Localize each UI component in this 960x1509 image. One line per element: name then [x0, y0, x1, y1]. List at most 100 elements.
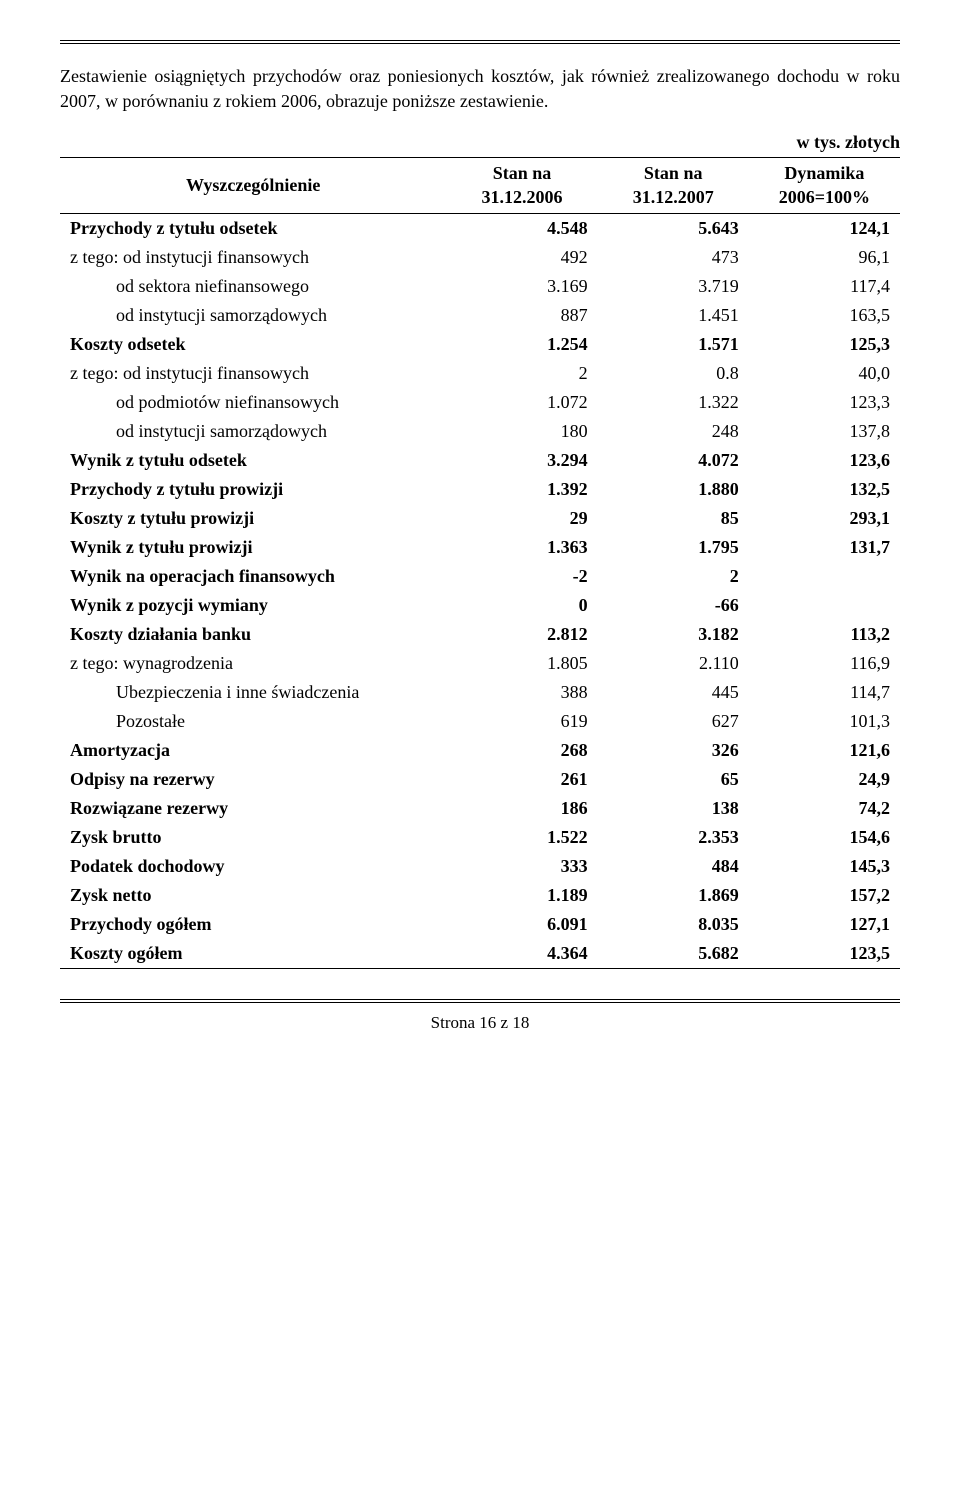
- header-stan-2006-line2: 31.12.2006: [482, 187, 563, 207]
- row-dynamika: 114,7: [749, 678, 900, 707]
- row-value-2006: 1.363: [446, 533, 597, 562]
- row-value-2007: 1.322: [598, 388, 749, 417]
- row-value-2007: 1.880: [598, 475, 749, 504]
- row-label: Amortyzacja: [60, 736, 446, 765]
- row-value-2006: 492: [446, 243, 597, 272]
- row-value-2006: 180: [446, 417, 597, 446]
- row-label: Przychody z tytułu odsetek: [60, 214, 446, 244]
- row-value-2006: 0: [446, 591, 597, 620]
- row-value-2006: 1.522: [446, 823, 597, 852]
- table-row: Koszty odsetek1.2541.571125,3: [60, 330, 900, 359]
- row-value-2006: 1.189: [446, 881, 597, 910]
- row-dynamika: 74,2: [749, 794, 900, 823]
- row-value-2006: 1.392: [446, 475, 597, 504]
- row-dynamika: 123,3: [749, 388, 900, 417]
- row-value-2007: 138: [598, 794, 749, 823]
- row-value-2007: 2.353: [598, 823, 749, 852]
- row-value-2006: 4.548: [446, 214, 597, 244]
- row-value-2007: 2.110: [598, 649, 749, 678]
- table-header-row: Wyszczególnienie Stan na 31.12.2006 Stan…: [60, 158, 900, 214]
- row-value-2007: 1.571: [598, 330, 749, 359]
- row-label: Zysk netto: [60, 881, 446, 910]
- table-row: Przychody ogółem6.0918.035127,1: [60, 910, 900, 939]
- row-label: Odpisy na rezerwy: [60, 765, 446, 794]
- header-stan-2007-line2: 31.12.2007: [633, 187, 714, 207]
- row-value-2006: 619: [446, 707, 597, 736]
- table-row: Zysk netto1.1891.869157,2: [60, 881, 900, 910]
- row-value-2007: 484: [598, 852, 749, 881]
- table-row: Amortyzacja268326121,6: [60, 736, 900, 765]
- row-dynamika: 127,1: [749, 910, 900, 939]
- page-footer: Strona 16 z 18: [60, 1013, 900, 1033]
- intro-paragraph: Zestawienie osiągniętych przychodów oraz…: [60, 64, 900, 114]
- row-label: Wynik z pozycji wymiany: [60, 591, 446, 620]
- row-value-2007: 3.719: [598, 272, 749, 301]
- row-value-2007: 326: [598, 736, 749, 765]
- row-value-2006: 3.169: [446, 272, 597, 301]
- header-wyszczegolnienie: Wyszczególnienie: [60, 158, 446, 214]
- row-value-2006: 29: [446, 504, 597, 533]
- table-row: Koszty ogółem4.3645.682123,5: [60, 939, 900, 969]
- row-value-2007: 0.8: [598, 359, 749, 388]
- row-value-2007: 1.451: [598, 301, 749, 330]
- row-dynamika: 131,7: [749, 533, 900, 562]
- table-row: Rozwiązane rezerwy18613874,2: [60, 794, 900, 823]
- row-dynamika: 123,5: [749, 939, 900, 969]
- row-value-2007: 1.795: [598, 533, 749, 562]
- table-row: od sektora niefinansowego3.1693.719117,4: [60, 272, 900, 301]
- row-label: od instytucji samorządowych: [60, 301, 446, 330]
- row-dynamika: 125,3: [749, 330, 900, 359]
- row-value-2006: 1.805: [446, 649, 597, 678]
- row-value-2006: 268: [446, 736, 597, 765]
- row-dynamika: 123,6: [749, 446, 900, 475]
- row-label: z tego: wynagrodzenia: [60, 649, 446, 678]
- row-label: od instytucji samorządowych: [60, 417, 446, 446]
- table-row: Wynik z pozycji wymiany0-66: [60, 591, 900, 620]
- header-stan-2006-line1: Stan na: [493, 163, 552, 183]
- row-dynamika: 124,1: [749, 214, 900, 244]
- table-row: Ubezpieczenia i inne świadczenia38844511…: [60, 678, 900, 707]
- header-dynamika-line2: 2006=100%: [779, 187, 870, 207]
- row-label: Pozostałe: [60, 707, 446, 736]
- table-row: Wynik na operacjach finansowych-22: [60, 562, 900, 591]
- row-label: Przychody ogółem: [60, 910, 446, 939]
- row-dynamika: 101,3: [749, 707, 900, 736]
- table-row: z tego: od instytucji finansowych4924739…: [60, 243, 900, 272]
- table-row: Koszty działania banku2.8123.182113,2: [60, 620, 900, 649]
- row-label: Koszty odsetek: [60, 330, 446, 359]
- table-row: z tego: wynagrodzenia1.8052.110116,9: [60, 649, 900, 678]
- row-value-2006: 2.812: [446, 620, 597, 649]
- table-row: z tego: od instytucji finansowych20.840,…: [60, 359, 900, 388]
- row-label: Ubezpieczenia i inne świadczenia: [60, 678, 446, 707]
- row-value-2006: 2: [446, 359, 597, 388]
- row-label: Wynik na operacjach finansowych: [60, 562, 446, 591]
- row-value-2006: 4.364: [446, 939, 597, 969]
- row-label: Rozwiązane rezerwy: [60, 794, 446, 823]
- row-dynamika: [749, 591, 900, 620]
- row-label: Koszty z tytułu prowizji: [60, 504, 446, 533]
- row-label: z tego: od instytucji finansowych: [60, 359, 446, 388]
- row-dynamika: 145,3: [749, 852, 900, 881]
- table-row: Odpisy na rezerwy2616524,9: [60, 765, 900, 794]
- row-dynamika: 24,9: [749, 765, 900, 794]
- row-label: z tego: od instytucji finansowych: [60, 243, 446, 272]
- row-dynamika: [749, 562, 900, 591]
- row-value-2006: 6.091: [446, 910, 597, 939]
- table-row: Koszty z tytułu prowizji2985293,1: [60, 504, 900, 533]
- table-body: Przychody z tytułu odsetek4.5485.643124,…: [60, 214, 900, 969]
- row-label: Podatek dochodowy: [60, 852, 446, 881]
- header-dynamika-line1: Dynamika: [784, 163, 864, 183]
- header-dynamika: Dynamika 2006=100%: [749, 158, 900, 214]
- row-dynamika: 157,2: [749, 881, 900, 910]
- row-value-2006: 3.294: [446, 446, 597, 475]
- row-value-2007: 473: [598, 243, 749, 272]
- row-value-2006: 186: [446, 794, 597, 823]
- row-label: Wynik z tytułu prowizji: [60, 533, 446, 562]
- row-label: Wynik z tytułu odsetek: [60, 446, 446, 475]
- row-value-2007: 1.869: [598, 881, 749, 910]
- row-label: Przychody z tytułu prowizji: [60, 475, 446, 504]
- row-dynamika: 116,9: [749, 649, 900, 678]
- top-horizontal-rule: [60, 40, 900, 44]
- financial-table: Wyszczególnienie Stan na 31.12.2006 Stan…: [60, 157, 900, 969]
- row-value-2007: 445: [598, 678, 749, 707]
